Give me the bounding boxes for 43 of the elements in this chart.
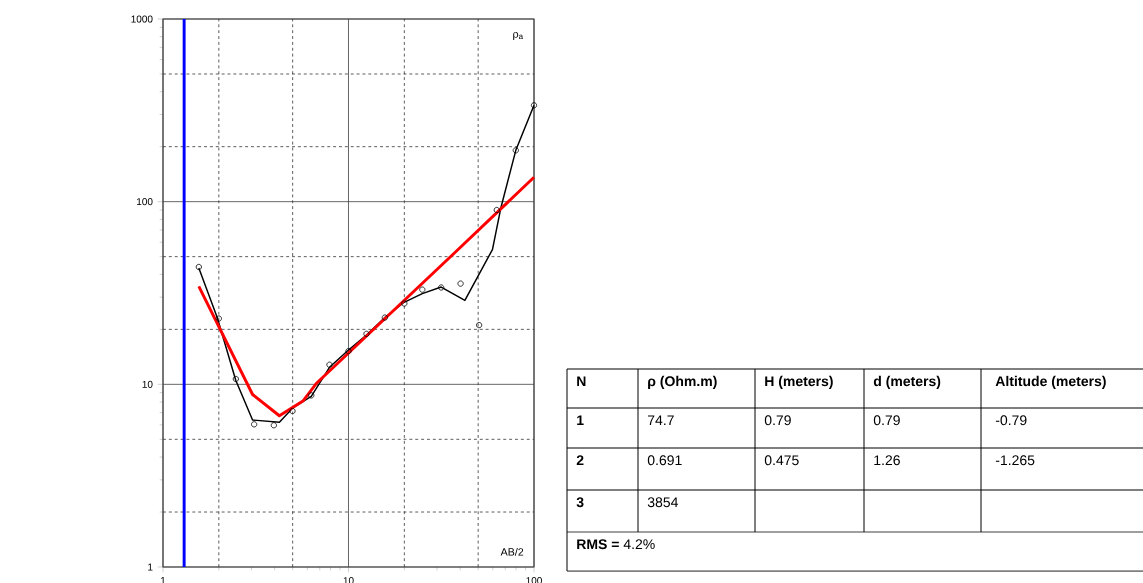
- text: 0.79: [764, 415, 791, 426]
- text: -0.79: [995, 415, 1027, 426]
- text: 2: [576, 455, 584, 465]
- point: [345, 348, 352, 355]
- y-tick-label: 10: [142, 380, 153, 388]
- y-axis-title: ρ$_{a}$: [513, 31, 524, 40]
- point: [512, 147, 519, 154]
- text: RMS = 4.2%: [577, 539, 655, 550]
- point: [270, 422, 277, 429]
- point: [251, 421, 258, 428]
- text: 0.79: [873, 415, 900, 426]
- point: [195, 263, 202, 271]
- point: [308, 392, 315, 399]
- point: [232, 375, 239, 383]
- point: [457, 280, 464, 287]
- text: d (meters): [873, 375, 941, 389]
- x-axis-title: AB/2: [500, 547, 524, 556]
- point: [476, 322, 483, 329]
- point: [215, 315, 222, 322]
- text: ρ (Ohm.m): [648, 375, 717, 389]
- text: 1.26: [874, 455, 900, 466]
- point: [381, 314, 388, 321]
- point: [289, 407, 296, 415]
- text: 3854: [647, 497, 678, 508]
- y-tick-label: 1000: [131, 15, 153, 23]
- point: [493, 206, 500, 214]
- y-tick-label: 1: [148, 563, 153, 571]
- text: 0.475: [764, 455, 799, 466]
- point: [438, 284, 445, 291]
- x-tick-label: 1: [160, 577, 166, 583]
- text: 3: [576, 497, 584, 508]
- text: 74.7: [647, 415, 674, 425]
- text: 0.691: [647, 455, 682, 466]
- point: [401, 300, 408, 307]
- y-tick-label: 100: [137, 198, 153, 206]
- text: N: [577, 376, 586, 386]
- point: [363, 330, 370, 337]
- text: 1: [577, 415, 584, 425]
- text: Altitude (meters): [995, 375, 1106, 389]
- point: [326, 361, 333, 368]
- text: -1.265: [995, 455, 1035, 466]
- point: [419, 286, 426, 293]
- text: H (meters): [765, 375, 833, 389]
